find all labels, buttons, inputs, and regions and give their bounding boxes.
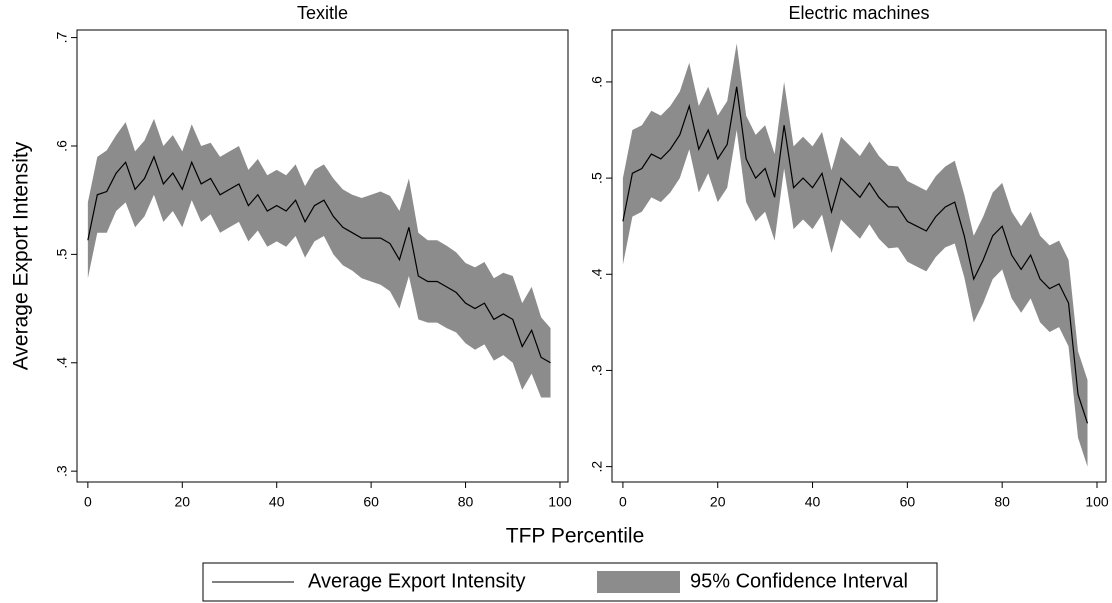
panel-title: Electric machines [788, 3, 929, 23]
confidence-band [622, 43, 1088, 467]
y-tick-label: .3 [54, 465, 70, 477]
y-tick-label: .5 [589, 172, 605, 184]
y-tick-label: .4 [54, 357, 70, 369]
mean-line [87, 155, 551, 364]
x-tick-label: 100 [1085, 494, 1109, 510]
x-tick-label: 20 [710, 494, 726, 510]
y-tick-label: .7 [54, 32, 70, 44]
x-tick-label: 60 [363, 494, 379, 510]
y-tick-label: .3 [589, 364, 605, 376]
x-axis-label: TFP Percentile [506, 525, 645, 548]
x-tick-label: 20 [174, 494, 190, 510]
x-tick-label: 0 [84, 494, 92, 510]
x-tick-label: 60 [900, 494, 916, 510]
y-axis-label: Average Export Intensity [10, 141, 33, 370]
panel-title: Texitle [297, 3, 348, 23]
legend-label: 95% Confidence Interval [690, 570, 908, 592]
x-tick-label: 0 [619, 494, 627, 510]
x-tick-label: 80 [994, 494, 1010, 510]
x-tick-label: 40 [805, 494, 821, 510]
legend [202, 562, 938, 602]
x-tick-label: 80 [458, 494, 474, 510]
y-tick-label: .5 [54, 248, 70, 260]
plot-frame [76, 29, 569, 483]
y-tick-label: .6 [54, 140, 70, 152]
y-tick-label: .6 [589, 76, 605, 88]
y-tick-label: .2 [589, 461, 605, 473]
x-tick-label: 100 [548, 494, 572, 510]
legend-label: Average Export Intensity [308, 570, 526, 592]
x-tick-label: 40 [269, 494, 285, 510]
confidence-band [87, 118, 551, 398]
mean-line [622, 86, 1089, 424]
y-tick-label: .4 [589, 268, 605, 280]
plot-frame [611, 29, 1107, 483]
legend-swatch [597, 571, 680, 593]
